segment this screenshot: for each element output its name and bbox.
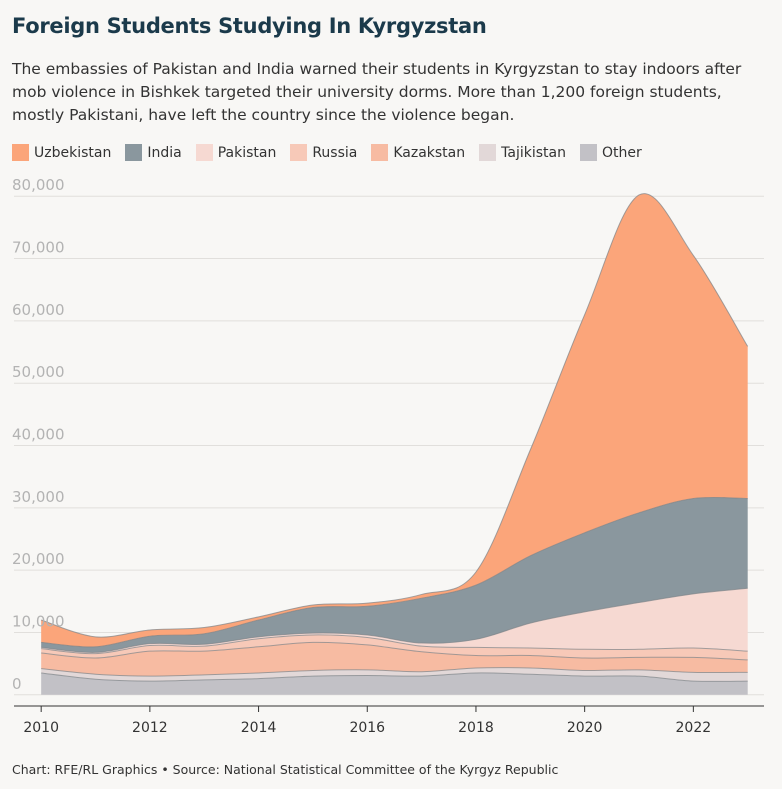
y-tick-label: 40,000 xyxy=(12,426,65,444)
legend-item-india: India xyxy=(125,144,182,161)
chart-source-note: Chart: RFE/RL Graphics • Source: Nationa… xyxy=(12,762,559,777)
chart-title: Foreign Students Studying In Kyrgyzstan xyxy=(12,14,487,38)
legend-swatch-other xyxy=(579,144,597,161)
boundary-kazakstan xyxy=(41,641,748,661)
legend-item-pakistan: Pakistan xyxy=(195,144,277,161)
chart-legend: Uzbekistan India Pakistan Russia Kazakstan Ta… xyxy=(12,144,642,161)
legend-label-other: Other xyxy=(601,144,642,161)
chart-subtitle: The embassies of Pakistan and India warn… xyxy=(12,60,742,124)
boundary-india xyxy=(41,496,748,648)
x-tick-label: 2012 xyxy=(132,720,168,736)
legend-item-kazakstan: Kazakstan xyxy=(371,144,465,161)
legend-item-uzbekistan: Uzbekistan xyxy=(12,144,111,161)
x-tick-label: 2016 xyxy=(349,720,385,736)
area-tajikistan xyxy=(41,667,748,682)
area-pakistan xyxy=(41,588,748,654)
boundary-tajikistan xyxy=(41,667,748,677)
legend-swatch-kazakstan xyxy=(371,144,389,161)
x-tick-label: 2010 xyxy=(23,720,59,736)
legend-label-russia: Russia xyxy=(312,144,358,161)
y-tick-label: 80,000 xyxy=(12,176,65,194)
legend-swatch-pakistan xyxy=(195,144,213,161)
y-axis: 0 10,000 20,000 30,000 40,000 50,000 60,000 70,… xyxy=(12,176,65,693)
legend-swatch-tajikistan xyxy=(479,144,497,161)
area-series xyxy=(41,193,748,695)
boundary-uzbekistan xyxy=(41,193,749,638)
area-uzbekistan xyxy=(41,193,748,647)
legend-label-tajikistan: Tajikistan xyxy=(501,144,566,161)
stacked-area-chart: 0 10,000 20,000 30,000 40,000 50,000 60,000 70,… xyxy=(12,176,764,736)
x-tick-label: 2020 xyxy=(567,720,603,736)
legend-item-other: Other xyxy=(579,144,642,161)
boundary-other xyxy=(41,672,748,682)
legend-label-pakistan: Pakistan xyxy=(217,144,277,161)
area-india xyxy=(41,497,748,653)
area-other xyxy=(41,672,748,695)
legend-label-india: India xyxy=(147,144,182,161)
y-tick-label: 50,000 xyxy=(12,363,65,381)
x-tick-label: 2022 xyxy=(676,720,712,736)
y-tick-label: 10,000 xyxy=(12,612,65,630)
legend-item-tajikistan: Tajikistan xyxy=(479,144,566,161)
boundary-pakistan xyxy=(41,587,748,653)
y-tick-label: 20,000 xyxy=(12,550,65,568)
legend-swatch-russia xyxy=(290,144,308,161)
legend-swatch-india xyxy=(125,144,143,161)
legend-label-kazakstan: Kazakstan xyxy=(393,144,466,161)
y-tick-label: 30,000 xyxy=(12,488,65,506)
y-tick-label: 70,000 xyxy=(12,239,65,257)
area-russia xyxy=(41,634,748,660)
x-tick-label: 2018 xyxy=(458,720,494,736)
y-tick-label: 0 xyxy=(12,675,22,693)
y-tick-label: 60,000 xyxy=(12,301,65,319)
boundary-russia xyxy=(41,634,748,655)
legend-item-russia: Russia xyxy=(290,144,357,161)
x-axis: 2010 2012 2014 2016 2018 2020 2022 xyxy=(14,705,764,736)
legend-label-uzbekistan: Uzbekistan xyxy=(34,144,112,161)
series-boundaries xyxy=(41,193,749,682)
legend-swatch-uzbekistan xyxy=(12,144,29,161)
x-tick-label: 2014 xyxy=(241,720,277,736)
